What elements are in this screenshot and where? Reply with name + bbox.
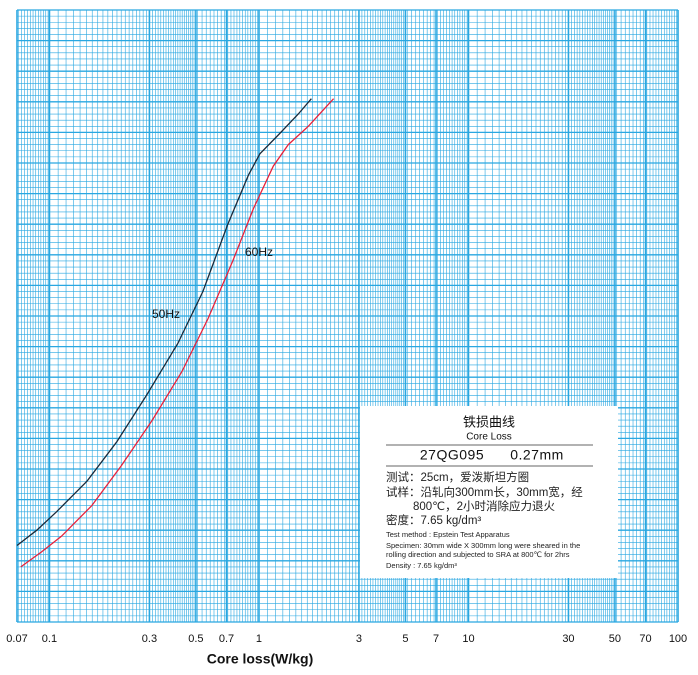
x-tick-label: 1 — [256, 633, 262, 645]
box-line: Test method : Epstein Test Apparatus — [386, 530, 510, 539]
box-line: 800℃，2小时消除应力退火 — [413, 499, 555, 513]
grade: 27QG095 — [420, 447, 484, 463]
x-tick-label: 0.07 — [6, 633, 27, 645]
x-tick-label: 100 — [669, 633, 687, 645]
x-tick-label: 5 — [402, 633, 408, 645]
info-box-bg — [360, 406, 618, 578]
box-line: 密度：7.65 kg/dm³ — [386, 513, 481, 527]
x-tick-label: 7 — [433, 633, 439, 645]
box-line: Specimen: 30mm wide X 300mm long were sh… — [386, 541, 580, 550]
x-tick-label: 0.5 — [188, 633, 203, 645]
box-line: 试样：沿轧向300mm长，30mm宽，经 — [386, 485, 583, 499]
box-title: 铁损曲线 — [463, 414, 515, 429]
info-box: 铁损曲线 Core Loss 27QG095 0.27mm 测试：25cm，爱泼… — [360, 406, 618, 578]
x-tick-label: 0.7 — [219, 633, 234, 645]
annotation: 60Hz — [245, 245, 273, 259]
thickness: 0.27mm — [510, 447, 564, 463]
x-tick-label: 3 — [356, 633, 362, 645]
x-tick-label: 50 — [609, 633, 621, 645]
annotation: 50Hz — [152, 307, 180, 321]
x-axis-label: Core loss(W/kg) — [207, 651, 314, 667]
x-tick-label: 10 — [462, 633, 474, 645]
x-tick-label: 0.3 — [142, 633, 157, 645]
x-tick-label: 70 — [639, 633, 651, 645]
x-tick-label: 0.1 — [42, 633, 57, 645]
box-line: rolling direction and subjected to SRA a… — [386, 550, 570, 559]
curves — [16, 98, 335, 568]
box-line: Density : 7.65 kg/dm³ — [386, 561, 457, 570]
box-line: 测试：25cm，爱泼斯坦方圈 — [386, 470, 529, 484]
box-subtitle: Core Loss — [466, 432, 512, 443]
series-line — [20, 98, 335, 568]
x-tick-label: 30 — [562, 633, 574, 645]
series-line — [16, 98, 312, 547]
